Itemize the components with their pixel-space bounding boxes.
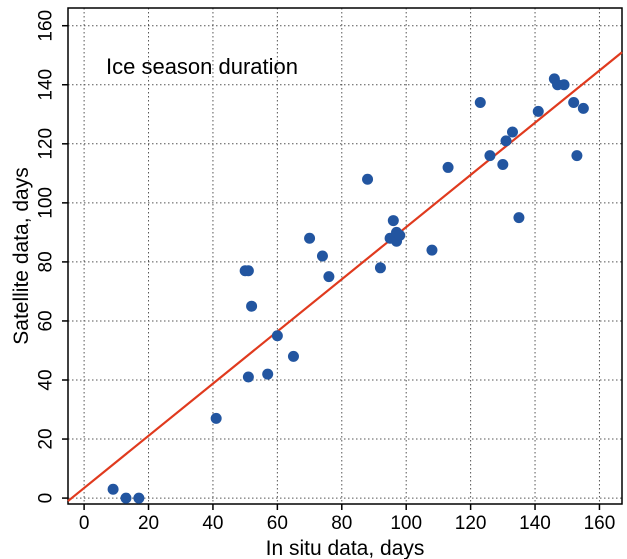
data-point <box>133 492 145 504</box>
x-tick-label: 40 <box>202 513 223 534</box>
data-point <box>513 212 525 224</box>
data-point <box>242 265 254 277</box>
data-point <box>242 371 254 383</box>
data-point <box>246 300 258 312</box>
data-point <box>571 150 583 162</box>
data-point <box>316 250 328 262</box>
data-point <box>426 244 438 256</box>
data-point <box>262 368 274 380</box>
data-point <box>568 96 580 108</box>
data-point <box>287 350 299 362</box>
grid <box>68 8 622 504</box>
y-tick-label: 100 <box>36 187 57 219</box>
data-point <box>394 229 406 241</box>
data-point <box>362 173 374 185</box>
x-tick-label: 0 <box>79 513 90 534</box>
x-tick-label: 160 <box>584 513 616 534</box>
data-point <box>210 412 222 424</box>
data-point <box>497 158 509 170</box>
y-tick-label: 120 <box>36 128 57 160</box>
x-tick-label: 140 <box>519 513 551 534</box>
y-tick-label: 80 <box>36 251 57 272</box>
y-tick-label: 60 <box>36 310 57 331</box>
y-tick-label: 0 <box>36 493 57 504</box>
data-point <box>271 330 283 342</box>
axis-ticks: 0 20 40 60 80 100 120 140 160 0 20 40 60 80 100 120 140 1… <box>36 10 616 534</box>
fit-line <box>67 51 623 502</box>
data-point <box>323 271 335 283</box>
plot-frame <box>67 7 623 505</box>
data-point <box>532 105 544 117</box>
x-axis-label: In situ data, days <box>266 537 425 559</box>
y-tick-label: 160 <box>36 10 57 42</box>
data-point <box>120 492 132 504</box>
data-point <box>387 215 399 227</box>
x-tick-label: 120 <box>455 513 487 534</box>
data-point <box>484 150 496 162</box>
x-tick-label: 80 <box>331 513 352 534</box>
data-point <box>442 161 454 173</box>
data-point <box>374 262 386 274</box>
y-tick-label: 140 <box>36 69 57 101</box>
data-point <box>558 79 570 91</box>
data-point <box>577 102 589 114</box>
data-point <box>500 135 512 147</box>
x-tick-label: 20 <box>138 513 159 534</box>
data-point <box>107 483 119 495</box>
data-point <box>304 232 316 244</box>
y-axis-label: Satellite data, days <box>10 167 33 344</box>
x-tick-label: 100 <box>390 513 422 534</box>
data-points <box>107 73 589 504</box>
y-tick-label: 40 <box>36 369 57 390</box>
y-tick-label: 20 <box>36 428 57 449</box>
chart-annotation: Ice season duration <box>106 54 298 79</box>
data-point <box>506 126 518 138</box>
data-point <box>474 96 486 108</box>
x-tick-label: 60 <box>267 513 288 534</box>
